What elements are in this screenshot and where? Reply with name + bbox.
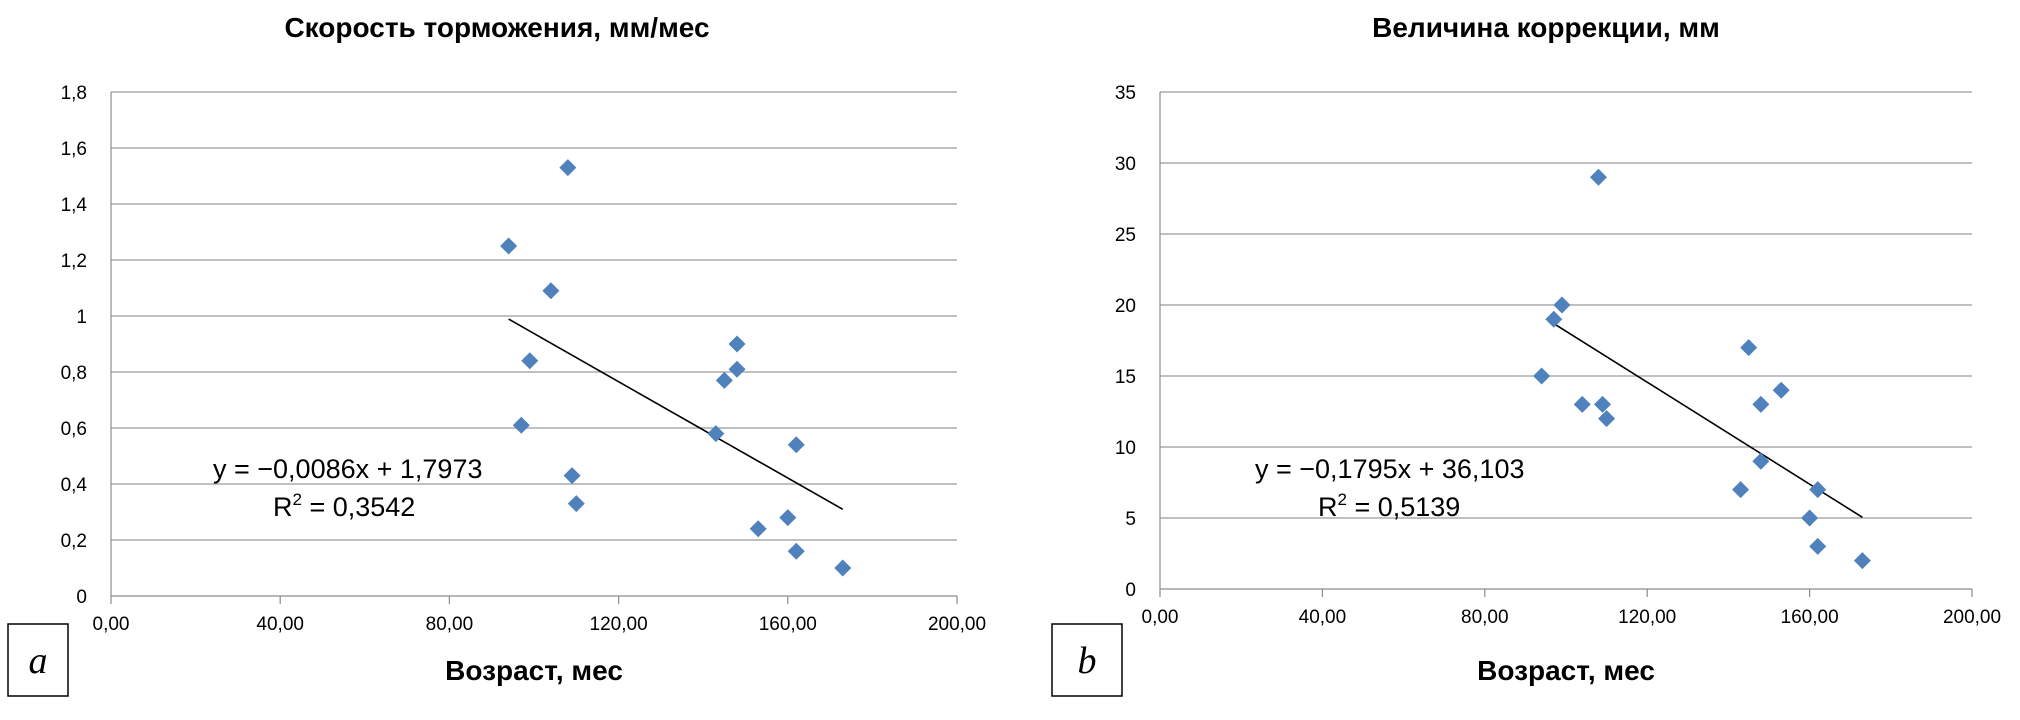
data-point xyxy=(1732,481,1750,499)
chart-title: Скорость торможения, мм/мес xyxy=(284,12,709,43)
y-tick-label: 1,6 xyxy=(61,139,87,160)
x-tick-label: 0,00 xyxy=(93,614,130,635)
data-point xyxy=(1740,339,1758,357)
panel-label: a xyxy=(29,640,48,682)
y-tick-label: 0,2 xyxy=(61,531,87,552)
data-point xyxy=(715,371,733,389)
regression-equation: y = −0,1795x + 36,103 xyxy=(1255,454,1524,484)
data-point xyxy=(500,237,518,255)
trendline xyxy=(508,318,844,511)
x-tick-label: 0,00 xyxy=(1142,607,1179,628)
panel-label: b xyxy=(1078,640,1097,682)
y-tick-label: 30 xyxy=(1115,154,1136,175)
y-tick-label: 35 xyxy=(1115,83,1136,104)
data-point xyxy=(1752,452,1770,470)
data-point xyxy=(728,335,746,353)
trendline xyxy=(1549,320,1863,518)
data-point xyxy=(567,495,585,513)
data-point xyxy=(1853,552,1871,570)
y-tick-label: 0,4 xyxy=(61,475,88,496)
y-tick-label: 0,6 xyxy=(61,419,87,440)
data-point xyxy=(521,352,539,370)
y-tick-label: 20 xyxy=(1115,296,1136,317)
x-tick-label: 200,00 xyxy=(1943,607,2001,628)
regression-equation: y = −0,0086x + 1,7973 xyxy=(213,454,482,484)
panel-label-box xyxy=(1051,623,1123,697)
x-tick-label: 80,00 xyxy=(426,614,474,635)
data-point xyxy=(728,360,746,378)
data-point xyxy=(707,425,725,443)
data-point xyxy=(749,520,767,538)
y-tick-label: 1 xyxy=(76,307,87,328)
y-tick-label: 25 xyxy=(1115,225,1136,246)
data-point xyxy=(1752,395,1770,413)
data-point xyxy=(542,282,560,300)
r-squared-label: R2 = 0,5139 xyxy=(1318,490,1460,522)
chart-panel-b: Величина коррекции, мм 0 5 10 15 20 25 30 35 0,00… xyxy=(1051,12,2001,697)
data-point xyxy=(834,559,852,577)
panel-label-box xyxy=(7,623,69,697)
y-tick-label: 1,8 xyxy=(61,83,87,104)
data-point xyxy=(512,416,530,434)
data-point xyxy=(1801,509,1819,527)
x-tick-label: 80,00 xyxy=(1461,607,1509,628)
chart-panel-a: Скорость торможения, мм/мес 0 0,2 0,4 0,6 0,8… xyxy=(7,12,986,697)
y-tick-label: 15 xyxy=(1115,367,1136,388)
data-point xyxy=(1573,395,1591,413)
y-tick-label: 5 xyxy=(1125,509,1136,530)
y-tick-label: 0 xyxy=(76,587,87,608)
data-point xyxy=(1598,410,1616,428)
x-tick-label: 120,00 xyxy=(590,614,648,635)
y-tick-label: 1,2 xyxy=(61,251,87,272)
y-tick-label: 0 xyxy=(1125,580,1136,601)
x-tick-label: 160,00 xyxy=(759,614,817,635)
data-point xyxy=(787,436,805,454)
y-tick-label: 0,8 xyxy=(61,363,87,384)
x-tick-label: 160,00 xyxy=(1781,607,1839,628)
data-point xyxy=(779,509,797,527)
data-point xyxy=(1594,395,1612,413)
data-point xyxy=(1589,168,1607,186)
data-point xyxy=(563,467,581,485)
x-axis-label: Возраст, мес xyxy=(445,655,623,686)
x-tick-label: 120,00 xyxy=(1618,607,1676,628)
data-point xyxy=(1809,481,1827,499)
r-squared-label: R2 = 0,3542 xyxy=(273,490,415,522)
y-tick-label: 1,4 xyxy=(61,195,88,216)
x-tick-label: 40,00 xyxy=(1299,607,1347,628)
data-point xyxy=(1533,367,1551,385)
data-point xyxy=(1809,537,1827,555)
x-tick-label: 40,00 xyxy=(256,614,304,635)
data-point xyxy=(787,542,805,560)
data-point xyxy=(1553,296,1571,314)
chart-title: Величина коррекции, мм xyxy=(1372,12,1720,43)
x-tick-label: 200,00 xyxy=(928,614,986,635)
y-tick-label: 10 xyxy=(1115,438,1136,459)
data-point xyxy=(1545,310,1563,328)
data-point xyxy=(1772,381,1790,399)
data-point xyxy=(559,159,577,177)
x-axis-label: Возраст, мес xyxy=(1477,655,1655,686)
